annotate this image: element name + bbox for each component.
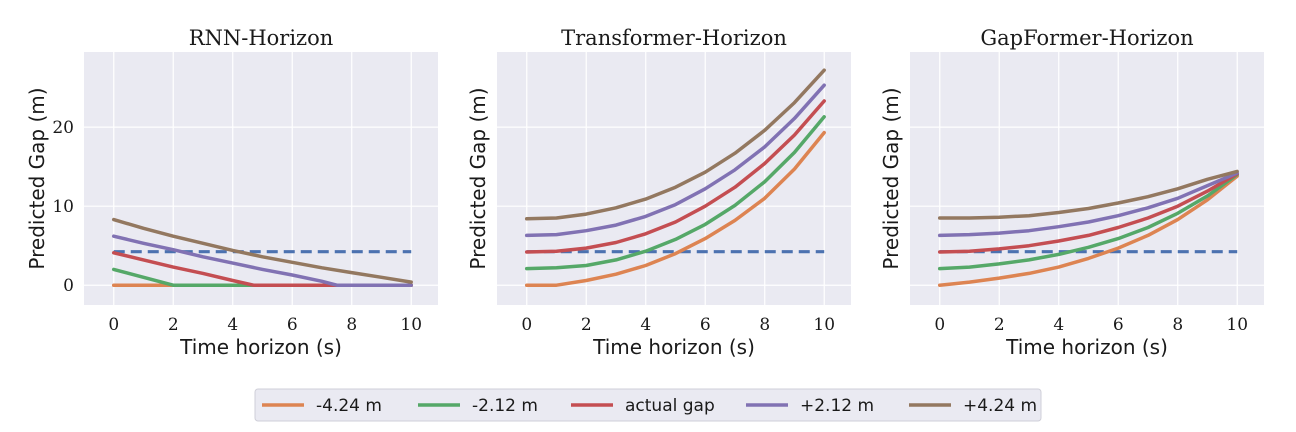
legend-label-4-24-m: -4.24 m [316,396,382,416]
x-tick-label: 6 [1113,315,1124,335]
x-tick-label: 0 [521,315,532,335]
plot-area [84,52,438,305]
plot-area [497,52,851,305]
x-tick-label: 8 [759,315,770,335]
x-tick-label: 6 [287,315,298,335]
x-tick-label: 6 [700,315,711,335]
legend-box [254,388,1042,422]
subplot-transformer-horizon: 0 2 4 6 8 10 Transformer-Horizon Time horizon (… [466,26,851,359]
legend-label-4-24-m: +4.24 m [963,396,1037,416]
y-tick-label: 0 [63,276,74,296]
x-axis-label: Time horizon (s) [592,335,755,359]
series-line-4-24-m [524,130,826,287]
series-line-4-24-m [937,174,1239,287]
x-tick-label: 10 [813,315,835,335]
y-axis-label: Predicted Gap (m) [466,87,490,269]
x-tick-label: 10 [1226,315,1248,335]
y-axis-label: Predicted Gap (m) [879,87,903,269]
series-line-4-24-m [937,169,1239,220]
subplot-gapformer-horizon: 0 2 4 6 8 10 GapFormer-Horizon Time horizon (s)… [879,26,1264,359]
x-axis-label: Time horizon (s) [1005,335,1168,359]
x-tick-label: 0 [108,315,119,335]
series-line-actual-gap [524,99,826,254]
x-tick-label: 2 [581,315,592,335]
legend: -4.24 m -2.12 m actual gap +2.12 m +4.24 m [254,388,1042,422]
series-line-4-24-m [111,217,413,284]
series-line-actual-gap [937,172,1239,254]
legend-label-actual-gap: actual gap [625,396,715,416]
legend-label-2-12-m: -2.12 m [472,396,538,416]
series-line-2-12-m [937,172,1239,271]
chart-title: GapFormer-Horizon [980,26,1193,50]
series-line-2-12-m [937,171,1239,238]
x-tick-label: 4 [1053,315,1064,335]
y-tick-label: 20 [52,118,74,138]
chart-title: Transformer-Horizon [561,26,787,50]
series-line-2-12-m [524,83,826,238]
x-tick-label: 2 [168,315,179,335]
legend-label-2-12-m: +2.12 m [800,396,874,416]
y-axis-label: Predicted Gap (m) [25,87,49,269]
series-line-4-24-m [524,68,826,221]
chart-title: RNN-Horizon [189,26,334,50]
subplot-rnn-horizon: 0 2 4 6 8 10 0 10 20 RNN-Horizon Time horizon (s) P… [25,26,438,359]
y-tick-label: 10 [52,197,74,217]
x-tick-label: 4 [227,315,238,335]
x-axis-label: Time horizon (s) [179,335,342,359]
series-line-2-12-m [111,234,413,287]
x-tick-label: 8 [346,315,357,335]
x-tick-label: 8 [1172,315,1183,335]
x-tick-label: 2 [994,315,1005,335]
x-tick-label: 0 [934,315,945,335]
x-tick-label: 4 [640,315,651,335]
x-tick-label: 10 [400,315,422,335]
series-line-2-12-m [524,115,826,271]
